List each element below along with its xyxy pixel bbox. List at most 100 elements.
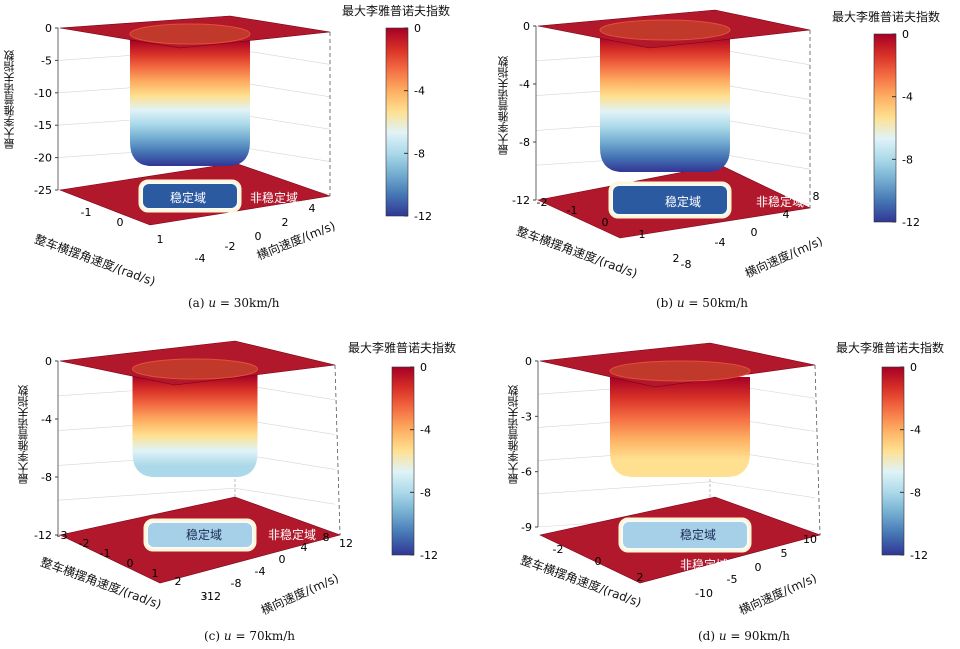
surface-plot-a: 稳定域 非稳定域0-5-10-15-20-25-101-4-20240-4-8-1… [34, 15, 432, 265]
colorbar-tick-label-c-1: -4 [420, 424, 431, 437]
stable-label-b: 稳定域 [665, 194, 701, 209]
x-tick-label-c-1: -2 [79, 537, 90, 550]
x-tick-label-c-0: -3 [57, 529, 68, 542]
y-tick-label-b-1: -4 [715, 236, 726, 249]
colorbar-title-c: 最大李雅普诺夫指数 [348, 341, 457, 355]
z-tick-label-b-1: -4 [519, 78, 530, 91]
caption-var-d: u [718, 629, 727, 643]
caption-a: (a) u = 30km/h [188, 296, 279, 310]
x-tick-label-b-1: -1 [567, 204, 578, 217]
y-tick-label-c-0: -12 [203, 590, 221, 603]
caption-prefix-d: (d) [698, 629, 716, 643]
colorbar-b [873, 33, 897, 223]
caption-value-a: = 30km/h [216, 296, 280, 310]
unstable-label-d: 非稳定域 [680, 557, 728, 572]
caption-prefix-a: (a) [188, 296, 205, 310]
caption-var-b: u [676, 296, 685, 310]
stable-region-a [143, 184, 237, 208]
caption-c: (c) u = 70km/h [204, 629, 295, 643]
y-tick-label-a-3: 2 [282, 216, 289, 229]
caption-value-d: = 90km/h [726, 629, 790, 643]
z-tick-label-d-0: 0 [525, 355, 532, 368]
z-tick-label-d-3: -9 [521, 521, 532, 534]
caption-var-c: u [223, 629, 232, 643]
colorbar-tick-label-a-1: -4 [414, 85, 425, 98]
colorbar-c [391, 366, 415, 556]
y-tick-label-a-1: -2 [225, 240, 236, 253]
colorbar-a [385, 27, 409, 217]
unstable-label-b: 非稳定域 [756, 194, 804, 209]
y-tick-label-b-3: 4 [783, 208, 790, 221]
caption-d: (d) u = 90km/h [698, 629, 790, 643]
z-axis-label-b: 最大李雅普诺夫指数 [497, 56, 510, 155]
x-tick-label-b-4: 2 [673, 252, 680, 265]
x-tick-label-c-3: 0 [127, 557, 134, 570]
stable-label-a: 稳定域 [170, 190, 206, 205]
colorbar-tick-label-c-3: -12 [420, 549, 438, 562]
z-tick-label-b-0: 0 [523, 20, 530, 33]
x-tick-label-a-1: 0 [117, 216, 124, 229]
colorbar-tick-label-a-2: -8 [414, 147, 425, 160]
x-tick-label-a-0: -1 [81, 206, 92, 219]
colorbar-tick-label-a-0: 0 [414, 22, 421, 35]
box-edge-c [334, 364, 341, 536]
colorbar-tick-label-d-1: -4 [910, 424, 921, 437]
colorbar-tick-label-b-2: -8 [902, 153, 913, 166]
z-tick-label-c-0: 0 [45, 355, 52, 368]
y-tick-label-a-2: 0 [255, 230, 262, 243]
well-opening-d [609, 360, 751, 382]
x-tick-label-c-6: 3 [201, 590, 208, 603]
box-edge-d [814, 364, 821, 536]
panel-b: 稳定域 非稳定域 0 -4 -8 -12 -2 -1 0 1 2 -8 -4 0 4 8 0 -4 -8 -12 最大… [480, 0, 960, 324]
well-opening-b [599, 19, 731, 41]
z-tick-label-a-4: -20 [34, 152, 52, 165]
y-tick-label-c-1: -8 [231, 577, 242, 590]
colorbar-tick-label-d-3: -12 [910, 549, 928, 562]
z-axis-label-c: 最大李雅普诺夫指数 [17, 385, 30, 484]
z-tick-label-a-3: -15 [34, 119, 52, 132]
x-tick-label-d-0: -2 [553, 543, 564, 556]
x-tick-label-b-3: 1 [639, 228, 646, 241]
y-tick-label-b-4: 8 [813, 190, 820, 203]
caption-prefix-c: (c) [204, 629, 221, 643]
z-tick-label-c-2: -8 [41, 471, 52, 484]
x-tick-label-d-2: 2 [637, 571, 644, 584]
x-tick-label-d-1: 0 [595, 555, 602, 568]
x-tick-label-c-2: -1 [100, 547, 111, 560]
panel-c: 稳定域 非稳定域 0 -4 -8 -12 -3 -2 -1 0 1 2 3 -12 -8 -4 0 4 8 12 0 -4… [0, 325, 480, 649]
colorbar-title-d: 最大李雅普诺夫指数 [836, 341, 945, 355]
panel-a: 稳定域 非稳定域 0 -5 -10 -15 -20 -25 -1 0 1 -4 -2 0 2 4 0 -4 -8 -1… [0, 0, 480, 324]
z-tick-label-b-3: -12 [512, 194, 530, 207]
z-tick-label-d-1: -3 [521, 410, 532, 423]
z-tick-label-c-1: -4 [41, 413, 52, 426]
z-tick-label-c-3: -12 [34, 529, 52, 542]
y-tick-label-b-2: 0 [751, 226, 758, 239]
caption-value-c: = 70km/h [231, 629, 296, 643]
z-tick-label-a-1: -5 [41, 54, 52, 67]
z-tick-label-a-0: 0 [45, 22, 52, 35]
y-tick-label-d-1: -5 [727, 573, 738, 586]
z-axis-label-d: 最大李雅普诺夫指数 [507, 385, 520, 484]
caption-prefix-b: (b) [656, 296, 674, 310]
z-tick-label-a-5: -25 [34, 184, 52, 197]
stable-region-c [148, 523, 252, 547]
stable-region-d [623, 522, 747, 548]
x-tick-label-a-2: 1 [157, 233, 164, 246]
y-tick-label-a-0: -4 [195, 252, 206, 265]
y-tick-label-c-3: 0 [279, 553, 286, 566]
y-tick-label-c-6: 12 [339, 537, 353, 550]
y-tick-label-d-3: 5 [781, 547, 788, 560]
y-tick-label-d-4: 10 [803, 533, 817, 546]
colorbar-tick-label-c-0: 0 [420, 361, 427, 374]
colorbar-title-b: 最大李雅普诺夫指数 [832, 10, 941, 24]
x-tick-label-c-4: 1 [152, 567, 159, 580]
colorbar-tick-label-b-3: -12 [902, 216, 920, 229]
colorbar-tick-label-b-1: -4 [902, 91, 913, 104]
well-surface-d [610, 377, 750, 477]
stable-label-c: 稳定域 [186, 527, 222, 542]
unstable-label-c: 非稳定域 [268, 527, 316, 542]
y-tick-label-c-2: -4 [255, 565, 266, 578]
z-tick-label-d-2: -6 [521, 466, 532, 479]
